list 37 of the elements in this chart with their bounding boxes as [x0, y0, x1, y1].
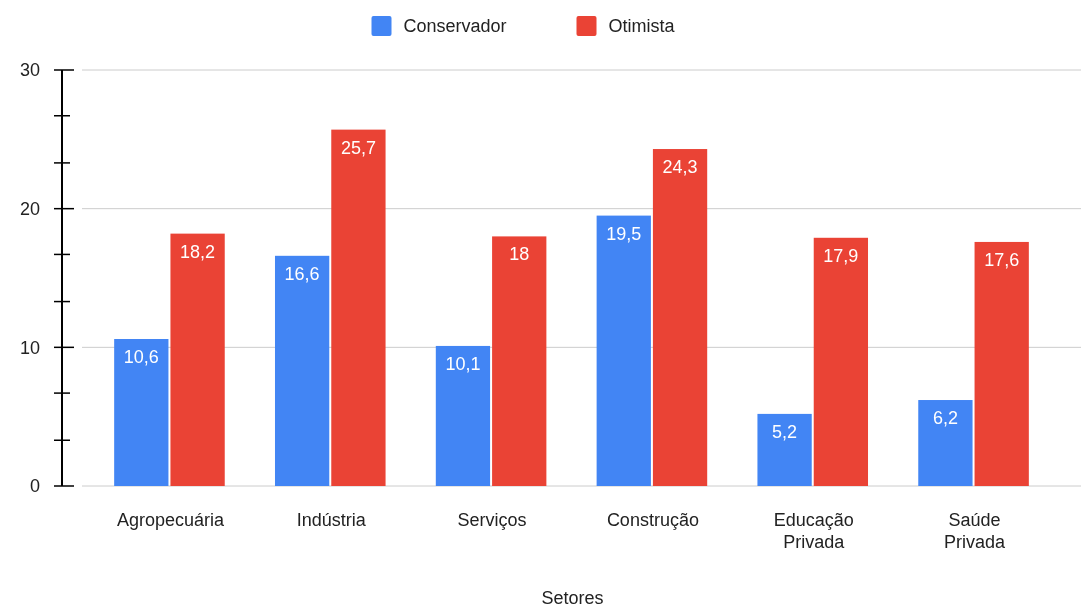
x-tick-label: Agropecuária — [116, 510, 225, 530]
legend-label: Conservador — [403, 16, 507, 37]
bar — [596, 215, 651, 486]
data-label: 5,2 — [772, 421, 798, 442]
x-tick-label: Saúde Privada — [944, 510, 1007, 552]
bar — [114, 339, 169, 486]
data-label: 17,9 — [823, 245, 859, 266]
bar — [813, 237, 869, 486]
data-label: 24,3 — [662, 157, 698, 178]
bar — [918, 400, 973, 486]
data-label: 25,7 — [340, 137, 376, 158]
bar — [652, 149, 708, 486]
data-label: 6,2 — [932, 408, 958, 429]
data-label: 10,1 — [445, 353, 481, 374]
data-label: 19,5 — [606, 223, 642, 244]
x-axis-title: Setores — [541, 588, 604, 608]
x-tick-label: Educação Privada — [773, 510, 854, 552]
y-tick-label: 30 — [19, 60, 40, 81]
x-tick-label: Construção — [606, 510, 699, 530]
data-label: 18 — [509, 244, 530, 265]
data-label: 18,2 — [180, 241, 216, 262]
bar — [757, 413, 812, 486]
bar — [492, 236, 547, 486]
bar — [274, 255, 330, 486]
y-tick-label: 10 — [19, 337, 40, 358]
data-label: 17,6 — [984, 249, 1020, 270]
bar — [331, 129, 386, 486]
bar — [435, 345, 491, 486]
legend-label: Otimista — [608, 16, 676, 37]
x-tick-label: Serviços — [457, 510, 527, 530]
x-tick-label: Indústria — [296, 510, 367, 530]
bar — [170, 233, 225, 486]
bar — [974, 241, 1029, 486]
y-tick-label: 20 — [19, 198, 40, 219]
data-label: 10,6 — [123, 347, 159, 368]
data-label: 16,6 — [284, 263, 320, 284]
y-tick-label: 0 — [29, 476, 40, 497]
